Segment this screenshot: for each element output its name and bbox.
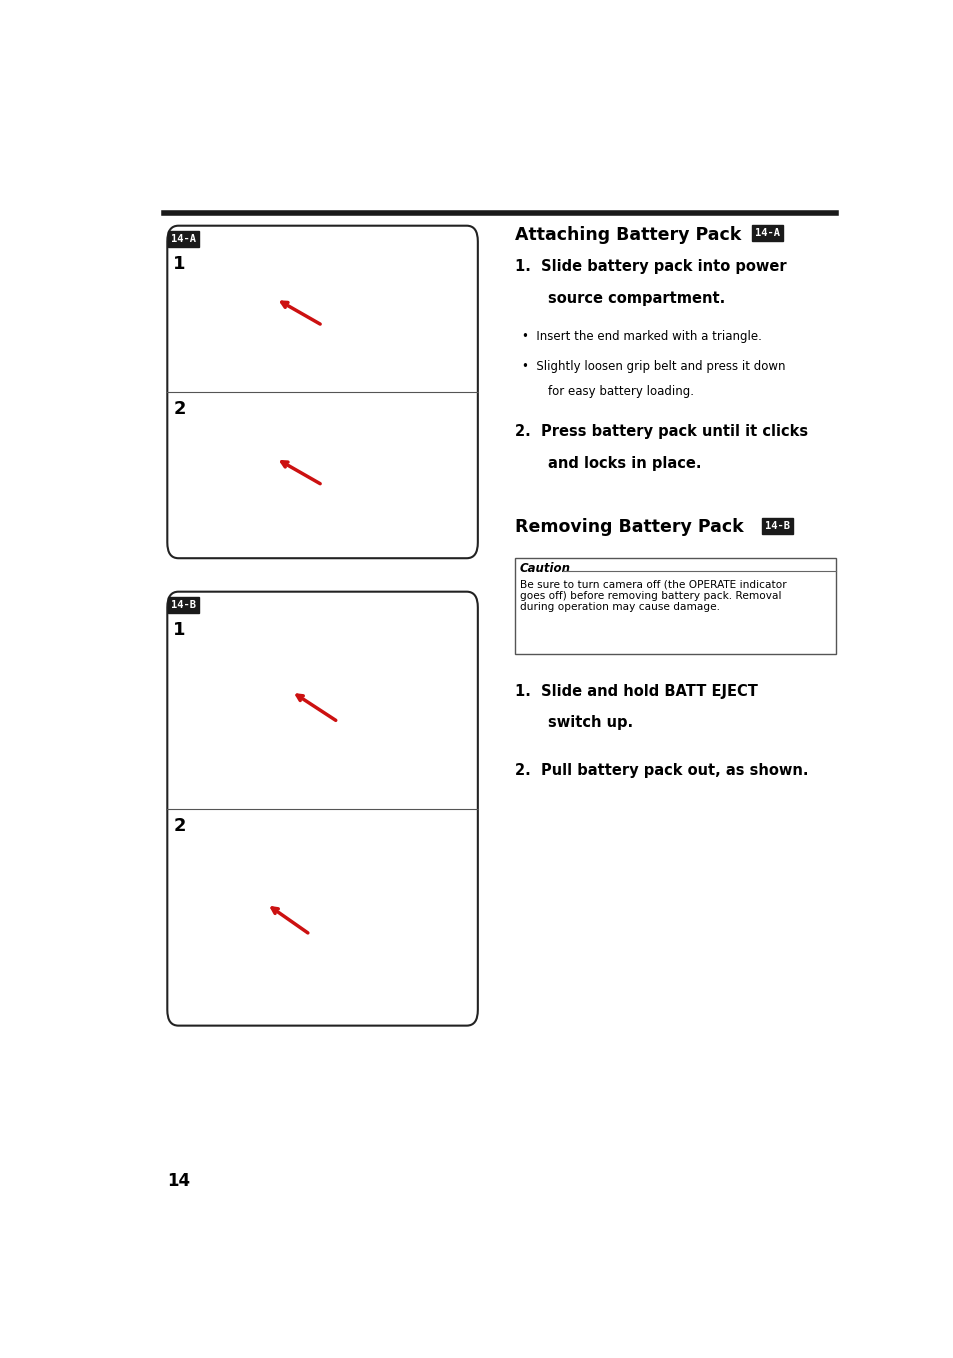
Text: Removing Battery Pack: Removing Battery Pack [515,519,742,536]
Text: 2: 2 [173,818,186,835]
Text: 1.  Slide battery pack into power: 1. Slide battery pack into power [515,259,785,274]
Text: 14-A: 14-A [171,235,195,244]
Text: 1: 1 [173,621,186,640]
Text: switch up.: switch up. [547,716,633,731]
Text: for easy battery loading.: for easy battery loading. [547,384,694,398]
Text: 14: 14 [167,1172,191,1190]
FancyBboxPatch shape [167,225,477,558]
Text: 14-A: 14-A [755,228,780,238]
Text: and locks in place.: and locks in place. [547,456,700,471]
Text: 14-B: 14-B [171,600,195,610]
Text: source compartment.: source compartment. [547,291,724,306]
Text: Attaching Battery Pack: Attaching Battery Pack [515,225,740,243]
Text: •  Slightly loosen grip belt and press it down: • Slightly loosen grip belt and press it… [521,360,785,372]
FancyBboxPatch shape [515,558,836,655]
Text: Be sure to turn camera off (the OPERATE indicator
goes off) before removing batt: Be sure to turn camera off (the OPERATE … [519,579,786,612]
Text: 14-B: 14-B [764,521,789,531]
Text: Caution: Caution [519,562,571,576]
Text: 1: 1 [173,255,186,273]
Text: 2.  Press battery pack until it clicks: 2. Press battery pack until it clicks [515,425,807,440]
Text: 2.  Pull battery pack out, as shown.: 2. Pull battery pack out, as shown. [515,763,807,778]
Text: 1.  Slide and hold BATT EJECT: 1. Slide and hold BATT EJECT [515,683,757,699]
Text: 2: 2 [173,401,186,418]
Text: •  Insert the end marked with a triangle.: • Insert the end marked with a triangle. [521,330,761,344]
FancyBboxPatch shape [167,592,477,1025]
